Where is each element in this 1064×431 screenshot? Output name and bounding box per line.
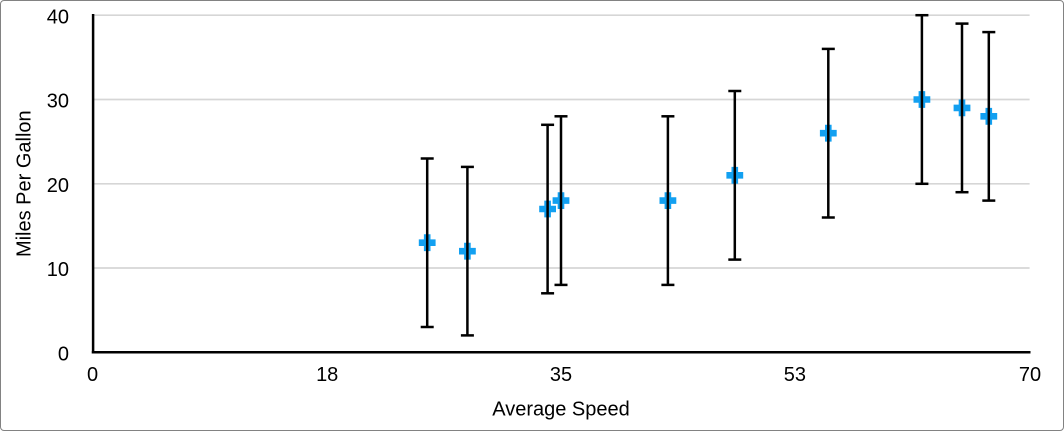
svg-text:10: 10: [47, 259, 69, 281]
svg-text:30: 30: [47, 91, 69, 113]
svg-text:0: 0: [87, 364, 98, 386]
svg-text:Miles Per Gallon: Miles Per Gallon: [14, 110, 36, 257]
svg-text:20: 20: [47, 175, 69, 197]
svg-text:Average Speed: Average Speed: [492, 399, 630, 421]
svg-text:40: 40: [47, 6, 69, 28]
svg-text:53: 53: [784, 364, 806, 386]
svg-text:0: 0: [58, 344, 69, 366]
svg-text:70: 70: [1019, 364, 1041, 386]
svg-text:35: 35: [550, 364, 572, 386]
svg-text:18: 18: [316, 364, 338, 386]
